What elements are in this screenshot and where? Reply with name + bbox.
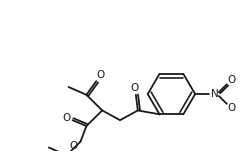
Text: O: O — [131, 83, 139, 93]
Text: N: N — [211, 89, 219, 99]
Text: O: O — [62, 113, 71, 123]
Text: O: O — [228, 75, 236, 85]
Text: O: O — [228, 103, 236, 113]
Text: O: O — [69, 141, 78, 151]
Text: O: O — [96, 70, 104, 80]
